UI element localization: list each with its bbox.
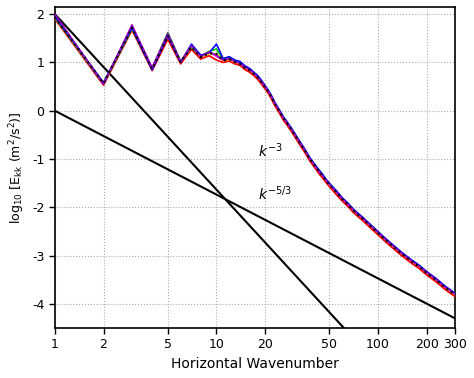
Text: $k^{-3}$: $k^{-3}$ xyxy=(258,141,283,160)
Text: $k^{-5/3}$: $k^{-5/3}$ xyxy=(258,184,292,203)
X-axis label: Horizontal Wavenumber: Horizontal Wavenumber xyxy=(171,357,339,371)
Y-axis label: $\mathregular{log_{10}}$ $\mathregular{[E_{kk}}$$\mathregular{\ (m^2/s^2)]}$: $\mathregular{log_{10}}$ $\mathregular{[… xyxy=(7,111,27,224)
